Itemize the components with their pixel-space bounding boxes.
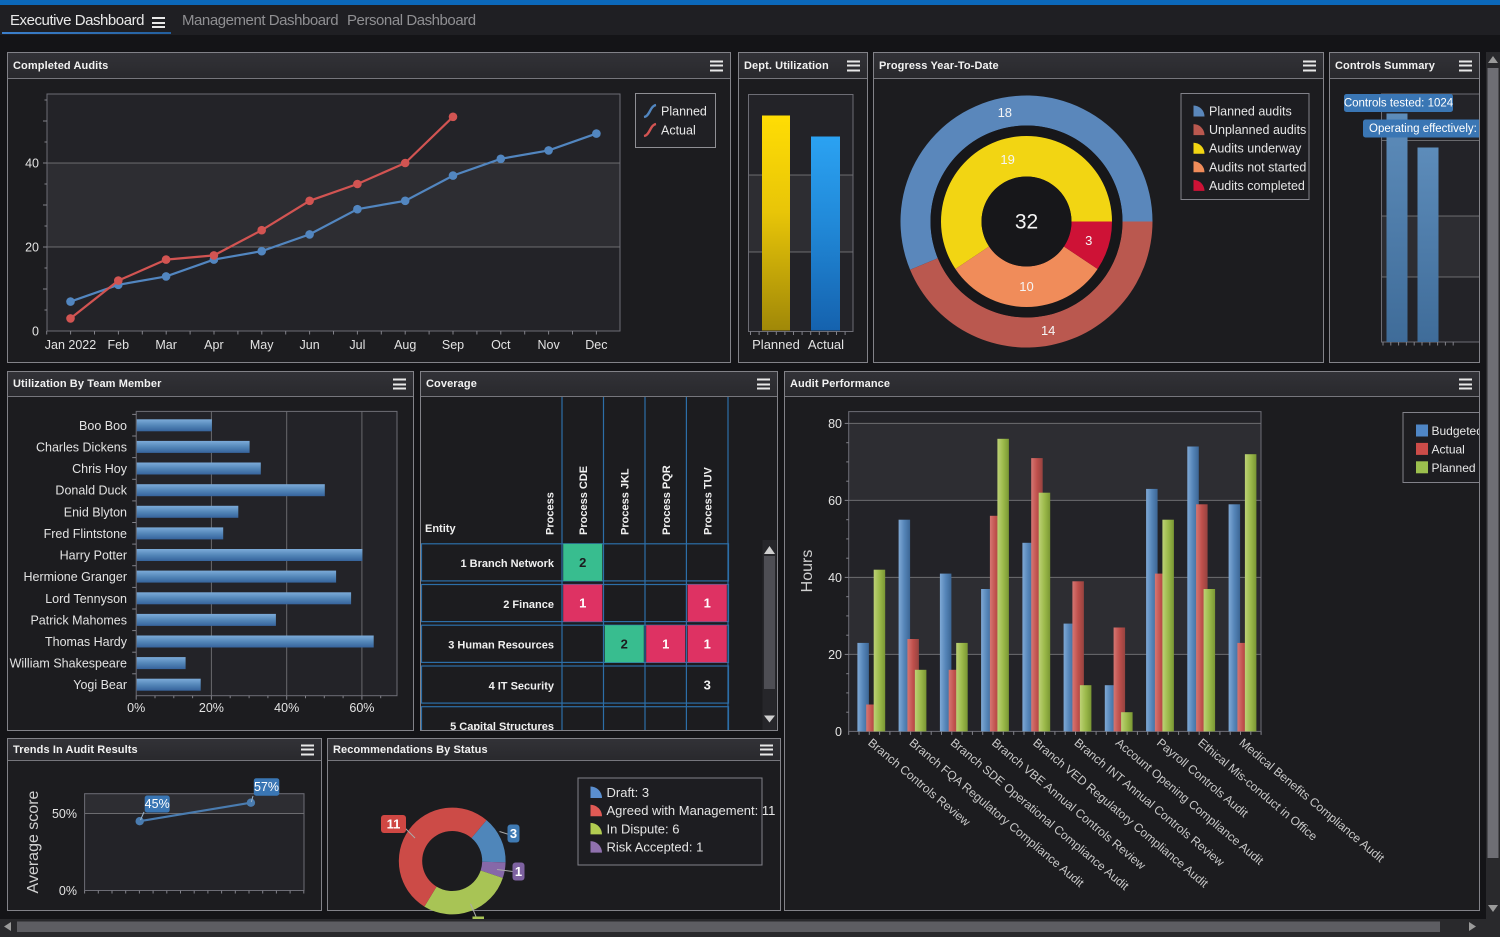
svg-text:Actual: Actual: [808, 337, 844, 352]
svg-text:19: 19: [1000, 152, 1014, 167]
svg-text:40: 40: [828, 571, 842, 585]
svg-text:3 Human Resources: 3 Human Resources: [448, 640, 554, 652]
svg-text:Yogi Bear: Yogi Bear: [73, 678, 127, 692]
svg-text:4 IT Security: 4 IT Security: [489, 680, 555, 692]
svg-text:Charles Dickens: Charles Dickens: [36, 440, 127, 454]
svg-text:80: 80: [828, 417, 842, 431]
svg-text:Aug: Aug: [394, 338, 416, 352]
svg-text:20: 20: [25, 241, 39, 255]
svg-text:60%: 60%: [349, 701, 374, 715]
svg-text:Chris Hoy: Chris Hoy: [72, 462, 128, 476]
svg-text:2: 2: [579, 555, 586, 570]
svg-text:40%: 40%: [274, 701, 299, 715]
svg-text:18: 18: [998, 105, 1012, 120]
svg-text:In Dispute: 6: In Dispute: 6: [607, 821, 680, 836]
svg-text:32: 32: [1015, 211, 1038, 234]
svg-text:Risk Accepted: 1: Risk Accepted: 1: [607, 840, 704, 855]
svg-text:0: 0: [32, 325, 39, 339]
svg-text:3: 3: [1085, 233, 1092, 248]
svg-text:Oct: Oct: [491, 338, 511, 352]
svg-text:Average score: Average score: [25, 790, 42, 893]
svg-text:Fred Flintstone: Fred Flintstone: [44, 527, 127, 541]
svg-text:Enid Blyton: Enid Blyton: [64, 505, 127, 519]
svg-text:60: 60: [828, 494, 842, 508]
svg-text:Audits underway: Audits underway: [1209, 142, 1302, 156]
svg-text:1: 1: [662, 636, 669, 651]
svg-text:Actual: Actual: [1432, 442, 1465, 456]
svg-text:Jun: Jun: [300, 338, 320, 352]
svg-text:Process: Process: [544, 492, 556, 535]
svg-text:Lord Tennyson: Lord Tennyson: [45, 592, 127, 606]
svg-text:Nov: Nov: [537, 338, 560, 352]
svg-text:Process JKL: Process JKL: [620, 468, 632, 535]
svg-text:0: 0: [835, 725, 842, 739]
svg-text:Harry Potter: Harry Potter: [60, 549, 127, 563]
svg-text:Agreed with Management: 11: Agreed with Management: 11: [607, 803, 776, 818]
svg-text:Unplanned audits: Unplanned audits: [1209, 123, 1306, 137]
svg-text:Boo Boo: Boo Boo: [79, 419, 127, 433]
svg-text:Process PQR: Process PQR: [661, 465, 673, 535]
svg-text:1: 1: [515, 864, 522, 879]
svg-text:William Shakespeare: William Shakespeare: [10, 657, 127, 671]
svg-text:Medical Benefits Compliance Au: Medical Benefits Compliance Audit: [1237, 736, 1388, 866]
svg-text:Hermione Granger: Hermione Granger: [23, 570, 127, 584]
svg-text:3: 3: [510, 826, 517, 841]
svg-text:Entity: Entity: [425, 523, 456, 535]
svg-text:Planned: Planned: [1432, 461, 1476, 475]
svg-text:20%: 20%: [199, 701, 224, 715]
svg-text:10: 10: [1019, 279, 1033, 294]
svg-text:3: 3: [704, 678, 711, 693]
svg-text:Planned audits: Planned audits: [1209, 105, 1292, 119]
svg-text:2 Finance: 2 Finance: [503, 599, 554, 611]
svg-text:50%: 50%: [52, 807, 77, 821]
svg-text:Process CDE: Process CDE: [578, 466, 590, 535]
svg-text:Jul: Jul: [349, 338, 365, 352]
svg-text:40: 40: [25, 157, 39, 171]
svg-text:Actual: Actual: [661, 124, 696, 138]
svg-text:14: 14: [1041, 323, 1055, 338]
svg-text:Patrick Mahomes: Patrick Mahomes: [30, 613, 127, 627]
svg-text:Audits completed: Audits completed: [1209, 179, 1305, 193]
svg-text:0%: 0%: [59, 884, 77, 898]
svg-text:Sep: Sep: [442, 338, 464, 352]
svg-text:1: 1: [579, 596, 586, 611]
svg-text:Apr: Apr: [204, 338, 223, 352]
svg-text:Draft: 3: Draft: 3: [607, 785, 650, 800]
svg-text:5 Capital Structures: 5 Capital Structures: [450, 721, 554, 730]
svg-text:Dec: Dec: [585, 338, 607, 352]
svg-text:Process TUV: Process TUV: [703, 466, 715, 535]
svg-text:1: 1: [704, 636, 711, 651]
svg-text:Controls tested: 1024: Controls tested: 1024: [1344, 98, 1454, 110]
svg-text:Jan 2022: Jan 2022: [45, 338, 96, 352]
svg-text:Operating effectively: 91: Operating effectively: 91: [1369, 123, 1479, 135]
svg-text:Planned: Planned: [661, 105, 707, 119]
svg-text:0%: 0%: [127, 701, 145, 715]
svg-text:Feb: Feb: [108, 338, 130, 352]
svg-text:11: 11: [387, 817, 401, 832]
svg-text:Branch INT Annual Controls Rev: Branch INT Annual Controls Review: [1072, 736, 1228, 870]
svg-text:Audits not started: Audits not started: [1209, 160, 1306, 174]
svg-text:1: 1: [704, 596, 711, 611]
svg-text:May: May: [250, 338, 274, 352]
svg-text:Thomas Hardy: Thomas Hardy: [45, 635, 128, 649]
svg-text:57%: 57%: [254, 780, 279, 794]
svg-text:Budgeted: Budgeted: [1432, 424, 1480, 438]
svg-text:20: 20: [828, 648, 842, 662]
svg-text:Account Opening Compliance Aud: Account Opening Compliance Audit: [1113, 736, 1267, 869]
svg-text:Mar: Mar: [155, 338, 177, 352]
svg-text:45%: 45%: [145, 797, 170, 811]
svg-text:Donald Duck: Donald Duck: [55, 484, 127, 498]
svg-text:1 Branch Network: 1 Branch Network: [460, 558, 554, 570]
svg-text:Hours: Hours: [799, 550, 816, 593]
svg-text:Planned: Planned: [752, 337, 800, 352]
svg-text:2: 2: [621, 636, 628, 651]
